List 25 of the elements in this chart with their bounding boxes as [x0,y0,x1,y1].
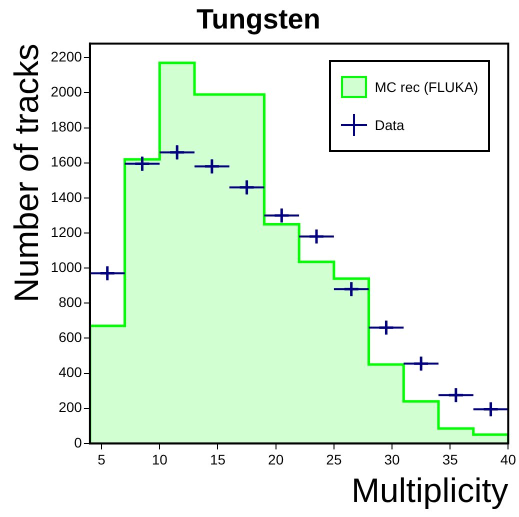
y-tick-label: 1400 [50,188,82,205]
y-tick-label: 600 [58,329,82,346]
chart-title: Tungsten [196,4,320,35]
x-tick-label: 30 [384,452,400,468]
x-tick-label: 35 [442,452,458,468]
y-tick-label: 800 [58,294,82,310]
x-tick-label: 25 [326,452,342,468]
y-tick-label: 2000 [50,84,82,100]
y-tick-label: 1800 [50,118,82,135]
legend-label: Data [374,116,404,133]
y-tick-label: 1000 [50,258,82,275]
x-tick-label: 40 [500,452,516,468]
legend-label: MC rec (FLUKA) [374,78,478,95]
y-tick-label: 0 [74,434,82,450]
x-tick-label: 15 [210,452,226,468]
y-tick-label: 400 [58,364,82,380]
x-tick-label: 5 [98,452,106,468]
x-tick-label: 10 [152,452,168,468]
y-tick-label: 1600 [50,154,82,170]
y-tick-label: 1200 [50,224,82,240]
y-tick-label: 2200 [50,48,82,64]
y-tick-label: 200 [58,399,82,416]
x-axis-title: Multiplicity [351,472,508,510]
y-axis-title: Number of tracks [8,44,46,302]
x-tick-label: 20 [268,452,284,468]
